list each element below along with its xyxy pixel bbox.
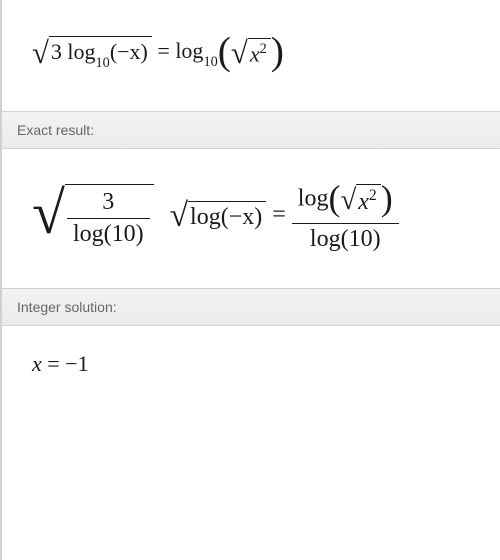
log-fn: log bbox=[190, 204, 221, 230]
sqrt-lhs: √3 log10(−x) bbox=[32, 36, 152, 71]
sqrt-body: 3 log10(−x) bbox=[49, 36, 152, 69]
rhs-num: log(√x2) bbox=[292, 179, 399, 224]
sqrt-sign: √ bbox=[32, 36, 49, 70]
log-arg: (−x) bbox=[110, 39, 148, 64]
exact-result-header: Exact result: bbox=[2, 112, 500, 149]
equation-1: √3 log10(−x) = log10(√x2) bbox=[32, 30, 480, 76]
var-x-2: x bbox=[358, 189, 369, 215]
input-equation: √3 log10(−x) = log10(√x2) bbox=[2, 0, 500, 111]
input-section: √3 log10(−x) = log10(√x2) bbox=[2, 0, 500, 112]
rhs-num-fn: log bbox=[298, 186, 329, 212]
sol-val: −1 bbox=[65, 351, 88, 376]
den-arg: (10) bbox=[104, 221, 144, 247]
exp-2: 2 bbox=[369, 187, 377, 204]
exp: 2 bbox=[260, 41, 267, 57]
var-x: x bbox=[250, 42, 260, 67]
den-fn: log bbox=[73, 221, 104, 247]
equals: = bbox=[157, 38, 175, 63]
sqrt-frac: √3log(10) bbox=[32, 182, 154, 251]
equation-2: √3log(10) √log(−x) = log(√x2) log(10) bbox=[32, 179, 480, 253]
rparen-2: ) bbox=[381, 178, 393, 218]
sqrt-sign-2: √ bbox=[231, 36, 248, 70]
rparen: ) bbox=[271, 29, 284, 73]
log-base: 10 bbox=[96, 55, 110, 71]
integer-solution-header: Integer solution: bbox=[2, 289, 500, 326]
equation-3: x = −1 bbox=[32, 351, 480, 377]
integer-solution-equation: x = −1 bbox=[2, 326, 500, 402]
sol-eq: = bbox=[42, 351, 65, 376]
rhs-sqrt-2: √x2 bbox=[340, 184, 380, 217]
rhs-den-fn: log bbox=[310, 226, 341, 252]
sqrt-body-2: x2 bbox=[248, 38, 271, 67]
sqrt-frac-body: 3log(10) bbox=[65, 184, 154, 248]
rhs-base: 10 bbox=[203, 54, 217, 70]
sqrt-log: √log(−x) bbox=[170, 197, 267, 235]
exact-result-section: Exact result: √3log(10) √log(−x) = log(√… bbox=[2, 112, 500, 289]
sqrt-log-body: log(−x) bbox=[188, 201, 266, 231]
log-arg-2: (−x) bbox=[221, 204, 263, 230]
sqrt-sign-4: √ bbox=[340, 184, 356, 216]
lparen: ( bbox=[218, 29, 231, 73]
sol-var: x bbox=[32, 351, 42, 376]
equals-2: = bbox=[272, 202, 292, 228]
sqrt-sign-tall: √ bbox=[32, 180, 65, 246]
rhs-den-arg: (10) bbox=[341, 226, 381, 252]
lparen-2: ( bbox=[328, 178, 340, 218]
rhs-sqrt: √x2 bbox=[231, 36, 271, 71]
frac-den-1: log(10) bbox=[67, 219, 150, 248]
integer-solution-section: Integer solution: x = −1 bbox=[2, 289, 500, 402]
coef: 3 log bbox=[51, 39, 96, 64]
frac-num-1: 3 bbox=[67, 189, 150, 219]
exact-equation: √3log(10) √log(−x) = log(√x2) log(10) bbox=[2, 149, 500, 288]
rhs-fn: log bbox=[175, 38, 203, 63]
sqrt-sign-3: √ bbox=[170, 197, 188, 234]
frac-rhs: log(√x2) log(10) bbox=[292, 179, 399, 253]
frac-1: 3log(10) bbox=[67, 189, 150, 248]
rhs-den: log(10) bbox=[292, 224, 399, 253]
sqrt-body-4: x2 bbox=[356, 184, 380, 216]
